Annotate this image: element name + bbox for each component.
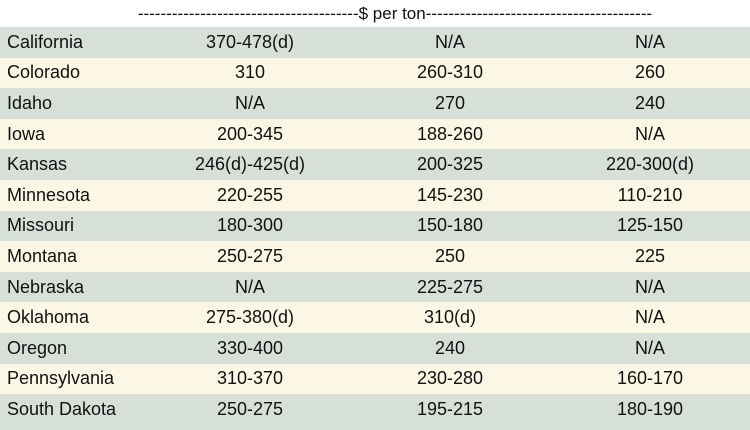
price-cell: N/A	[434, 31, 465, 52]
price-cell: 240	[434, 337, 466, 358]
table-row: Minnesota 220-255 145-230 110-210	[0, 179, 750, 211]
price-cell: 180-190	[616, 398, 684, 419]
price-cell: 110-210	[617, 184, 683, 205]
price-cell: 195-215	[416, 398, 484, 419]
price-cell: 180-300	[216, 215, 284, 236]
price-cell: 260	[634, 62, 666, 83]
price-cell: 270	[434, 92, 466, 113]
price-cell: 125-150	[616, 215, 684, 236]
price-cell: 370-478(d)	[205, 31, 295, 52]
price-cell: 240	[634, 92, 666, 113]
price-cell: 145-230	[416, 184, 484, 205]
price-cell: 225	[634, 245, 666, 266]
price-cell: 230-280	[416, 368, 484, 389]
price-cell: 246(d)-425(d)	[194, 154, 306, 175]
state-cell: Iowa	[7, 123, 46, 144]
table-row: Missouri 180-300 150-180 125-150	[0, 210, 750, 242]
price-cell: 310(d)	[423, 307, 477, 328]
table-row: Pennsylvania 310-370 230-280 160-170	[0, 363, 750, 395]
price-cell: 330-400	[216, 337, 284, 358]
state-cell: Montana	[7, 245, 78, 266]
table-row: Oregon 330-400 240 N/A	[0, 332, 750, 364]
table-bottom-edge	[0, 425, 750, 430]
price-cell: 150-180	[416, 215, 484, 236]
price-cell: 188-260	[416, 123, 484, 144]
state-cell: Kansas	[7, 154, 68, 175]
price-cell: 220-255	[216, 184, 284, 205]
table-row: Kansas 246(d)-425(d) 200-325 220-300(d)	[0, 149, 750, 180]
table-row: Montana 250-275 250 225	[0, 241, 750, 272]
state-cell: California	[7, 31, 84, 52]
price-cell: N/A	[634, 337, 665, 358]
price-cell: 250-275	[216, 398, 284, 419]
state-cell: Oklahoma	[7, 307, 90, 328]
state-cell: South Dakota	[7, 398, 117, 419]
table-row: California 370-478(d) N/A N/A	[0, 27, 750, 58]
price-cell: 200-325	[416, 154, 484, 175]
price-cell: 250-275	[216, 245, 284, 266]
table-row: Oklahoma 275-380(d) 310(d) N/A	[0, 302, 750, 333]
price-cell: 160-170	[616, 368, 684, 389]
price-cell: 275-380(d)	[205, 307, 295, 328]
state-cell: Colorado	[7, 62, 81, 83]
state-cell: Oregon	[7, 337, 68, 358]
price-cell: N/A	[634, 123, 665, 144]
state-cell: Missouri	[7, 215, 75, 236]
price-cell: N/A	[634, 307, 665, 328]
state-cell: Pennsylvania	[7, 368, 115, 389]
price-cell: N/A	[234, 276, 265, 297]
price-cell: 260-310	[416, 62, 484, 83]
table-row: Idaho N/A 270 240	[0, 88, 750, 119]
state-cell: Minnesota	[7, 184, 91, 205]
price-cell: 310-370	[216, 368, 284, 389]
price-cell: 310	[234, 62, 266, 83]
state-cell: Idaho	[7, 92, 53, 113]
price-cell: N/A	[634, 276, 665, 297]
table-row: South Dakota 250-275 195-215 180-190	[0, 394, 750, 425]
price-cell: 220-300(d)	[605, 154, 695, 175]
price-cell: 225-275	[416, 276, 484, 297]
price-cell: 200-345	[216, 123, 284, 144]
state-cell: Nebraska	[7, 276, 85, 297]
table-header: ---------------------------------------$…	[0, 0, 750, 27]
table-row: Colorado 310 260-310 260	[0, 57, 750, 89]
price-cell: 250	[434, 245, 466, 266]
price-cell: N/A	[234, 92, 265, 113]
table-row: Nebraska N/A 225-275 N/A	[0, 271, 750, 303]
price-cell: N/A	[634, 31, 665, 52]
table-row: Iowa 200-345 188-260 N/A	[0, 118, 750, 150]
unit-header-label: ---------------------------------------$…	[137, 3, 653, 23]
table-body: California 370-478(d) N/A N/A Colorado 3…	[0, 27, 750, 425]
